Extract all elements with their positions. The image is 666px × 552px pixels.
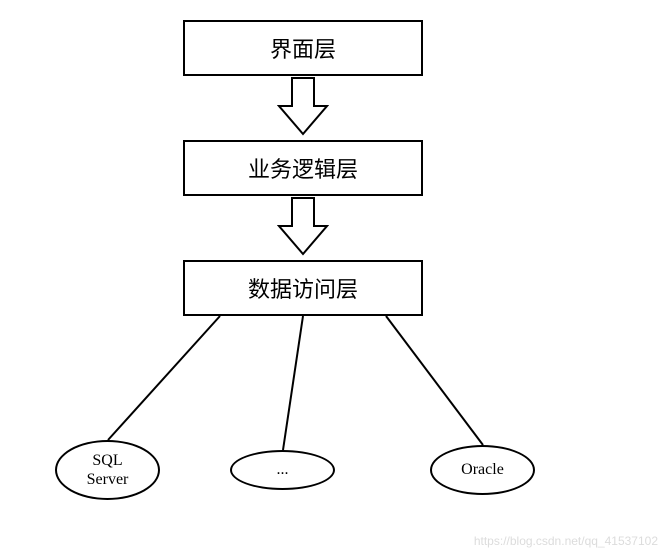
db-oracle-node: Oracle [430, 445, 535, 495]
ui-layer-label: 界面层 [270, 32, 336, 64]
ui-layer-box: 界面层 [183, 20, 423, 76]
data-layer-box: 数据访问层 [183, 260, 423, 316]
business-layer-label: 业务逻辑层 [248, 152, 358, 184]
business-layer-box: 业务逻辑层 [183, 140, 423, 196]
data-layer-label: 数据访问层 [248, 272, 358, 304]
arrow-down-icon [277, 196, 329, 256]
watermark-text: https://blog.csdn.net/qq_41537102 [474, 534, 658, 548]
diagram-container: 界面层 业务逻辑层 数据访问层 SQLServer ... Oracle htt… [0, 0, 666, 552]
arrow-down-icon [277, 76, 329, 136]
db-ellipsis-label: ... [277, 460, 289, 479]
db-ellipsis-node: ... [230, 450, 335, 490]
db-sqlserver-label: SQLServer [87, 451, 129, 489]
db-oracle-label: Oracle [461, 460, 504, 479]
db-sqlserver-node: SQLServer [55, 440, 160, 500]
